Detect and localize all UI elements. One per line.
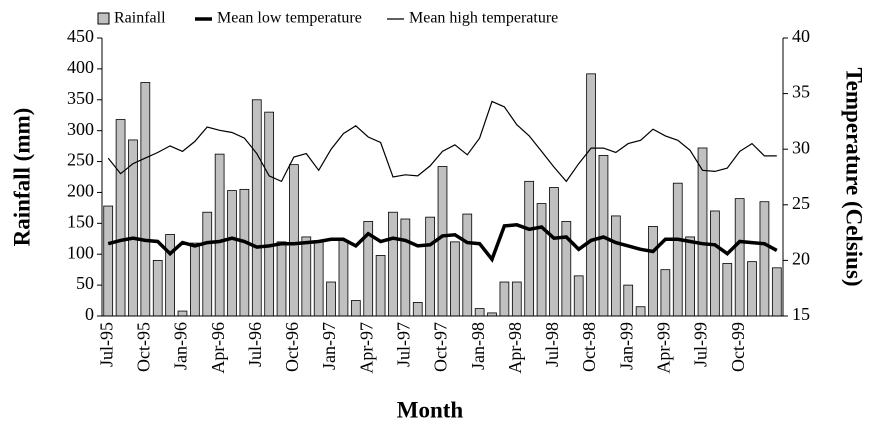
bar [462, 213, 473, 317]
bar [115, 119, 126, 317]
bar [388, 211, 398, 317]
x-tick-label: Jul-97 [393, 322, 413, 367]
x-tick-label: Jan-96 [171, 322, 191, 370]
bar [338, 240, 349, 317]
line [107, 100, 777, 183]
x-tick-label: Jan-98 [468, 322, 488, 370]
y-tick-label: 250 [67, 150, 94, 170]
x-tick-label: Jul-99 [691, 322, 711, 367]
bar [586, 73, 596, 317]
y-axis-title: Rainfall (mm) [9, 108, 34, 247]
y-tick-label: 300 [67, 119, 94, 139]
y-tick-label: 350 [67, 88, 94, 108]
bar [623, 284, 634, 317]
bar [190, 242, 200, 317]
x-tick-label: Oct-97 [431, 322, 451, 372]
bar [524, 180, 535, 317]
legend-swatch [97, 12, 110, 25]
bar [177, 310, 188, 317]
bar [264, 111, 275, 317]
bar [375, 255, 386, 317]
bar [759, 201, 770, 317]
y-tick-label: 450 [67, 26, 94, 46]
bar [511, 281, 522, 317]
bar [573, 275, 584, 317]
bar [425, 216, 435, 317]
x-tick-label: Jan-99 [616, 322, 636, 370]
bar [685, 236, 695, 317]
x-tick-label: Apr-98 [505, 322, 525, 374]
legend-label: Rainfall [114, 10, 166, 27]
x-tick-label: Apr-97 [356, 322, 376, 374]
bar [214, 153, 225, 317]
bar [313, 240, 324, 317]
bar [239, 188, 250, 317]
x-tick-label: Apr-99 [653, 322, 673, 374]
bar [140, 82, 151, 317]
legend-label: Mean low temperature [217, 10, 362, 27]
x-tick-label: Apr-96 [208, 322, 228, 374]
bar [710, 210, 720, 317]
bar [660, 269, 671, 317]
bar [326, 281, 336, 317]
bar [610, 215, 621, 317]
bar [549, 187, 559, 317]
bar [251, 99, 262, 317]
bar [499, 281, 510, 317]
y-tick-label: 200 [67, 181, 94, 201]
bar [536, 203, 547, 317]
bar [103, 205, 114, 317]
y2-tick-label: 35 [792, 82, 810, 102]
bar [747, 261, 757, 317]
bar [276, 241, 287, 317]
x-tick-label: Oct-98 [579, 322, 599, 372]
line [107, 223, 778, 263]
bar [227, 190, 237, 317]
x-tick-label: Oct-96 [282, 322, 302, 372]
y2-tick-label: 40 [792, 26, 810, 46]
bar [289, 164, 299, 317]
bar [697, 147, 708, 317]
bar [672, 182, 683, 317]
x-tick-label: Oct-99 [728, 322, 748, 372]
y-tick-label: 0 [85, 304, 94, 324]
y2-tick-label: 20 [792, 249, 810, 269]
bar [648, 226, 658, 317]
bar [301, 236, 312, 317]
bar [771, 267, 782, 317]
y2-tick-label: 15 [792, 304, 810, 324]
x-axis-title: Month [397, 397, 464, 422]
axis-frame [101, 38, 784, 317]
bar [734, 198, 745, 317]
bar [722, 263, 733, 317]
bar [400, 218, 411, 317]
bar [152, 259, 163, 317]
x-tick-label: Oct-95 [133, 322, 153, 372]
x-tick-label: Jul-95 [96, 322, 116, 367]
bar [450, 241, 460, 317]
legend-label: Mean high temperature [409, 10, 558, 27]
y-tick-label: 150 [67, 211, 94, 231]
bar [412, 302, 423, 317]
y-tick-label: 50 [76, 273, 94, 293]
y2-axis-title: Temperature (Celsius) [842, 67, 867, 286]
y-tick-label: 100 [67, 242, 94, 262]
y2-tick-label: 30 [792, 137, 810, 157]
x-tick-label: Jul-96 [245, 322, 265, 367]
y-tick-label: 400 [67, 57, 94, 77]
bar [350, 300, 361, 317]
bar [474, 308, 485, 317]
x-tick-label: Jan-97 [319, 322, 339, 370]
bar [165, 234, 175, 317]
bar [635, 306, 646, 317]
x-tick-label: Jul-98 [542, 322, 562, 367]
y2-tick-label: 25 [792, 193, 810, 213]
bar [202, 211, 213, 317]
bar [437, 166, 448, 317]
